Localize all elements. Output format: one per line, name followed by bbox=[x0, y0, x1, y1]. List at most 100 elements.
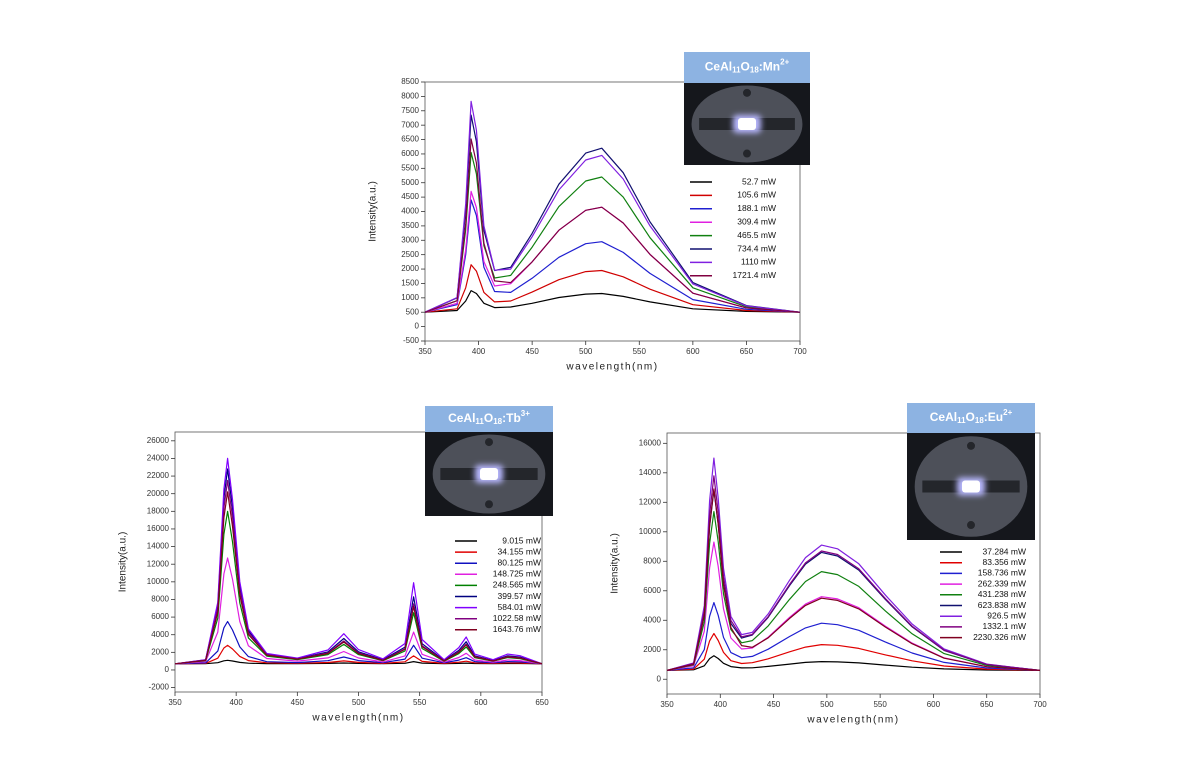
y-tick-label: 1500 bbox=[401, 279, 419, 288]
x-tick-label: 600 bbox=[474, 698, 488, 707]
series-group bbox=[667, 457, 1040, 671]
legend-label: 148.725 mW bbox=[493, 569, 541, 579]
legend-label: 1721.4 mW bbox=[733, 270, 776, 280]
sample-label-part: :Eu bbox=[984, 410, 1003, 424]
sample-label: CeAl11O18:Tb3+ bbox=[448, 409, 530, 426]
y-tick-label: 8500 bbox=[401, 77, 419, 86]
photo-hole bbox=[967, 441, 975, 450]
legend-label: 83.356 mW bbox=[983, 557, 1026, 567]
x-tick-label: 700 bbox=[793, 347, 807, 356]
sample-label: CeAl11O18:Eu2+ bbox=[930, 408, 1013, 425]
series-line bbox=[667, 488, 1040, 671]
x-tick-label: 550 bbox=[413, 698, 427, 707]
y-tick-label: 2000 bbox=[151, 647, 169, 656]
sample-label-part: 18 bbox=[750, 66, 759, 75]
y-tick-label: 26000 bbox=[147, 436, 170, 445]
x-tick-label: 500 bbox=[820, 700, 834, 709]
y-tick-label: 24000 bbox=[147, 454, 170, 463]
legend-label: 309.4 mW bbox=[737, 216, 776, 226]
legend-label: 158.736 mW bbox=[978, 568, 1026, 578]
legend-label: 1332.1 mW bbox=[983, 621, 1026, 631]
x-tick-label: 400 bbox=[472, 347, 486, 356]
x-tick-label: 450 bbox=[525, 347, 539, 356]
series-line bbox=[175, 457, 542, 665]
legend-label: 188.1 mW bbox=[737, 203, 776, 213]
series-line bbox=[667, 655, 1040, 671]
photo-hole bbox=[967, 521, 975, 530]
x-tick-label: 350 bbox=[418, 347, 432, 356]
photo-light bbox=[480, 468, 498, 480]
label-box bbox=[684, 52, 810, 83]
y-tick-label: 4000 bbox=[151, 630, 169, 639]
y-tick-label: 2000 bbox=[643, 645, 661, 654]
y-tick-label: 14000 bbox=[147, 542, 170, 551]
x-tick-label: 450 bbox=[291, 698, 305, 707]
y-tick-label: 1000 bbox=[401, 293, 419, 302]
series-line bbox=[425, 100, 800, 313]
sample-label-part: O bbox=[484, 411, 493, 425]
sample-label-part: 2+ bbox=[1003, 408, 1012, 417]
series-line bbox=[425, 138, 800, 313]
legend-label: 926.5 mW bbox=[987, 610, 1026, 620]
y-axis-label: Intensity(a.u.) bbox=[368, 181, 379, 242]
y-tick-label: 4000 bbox=[401, 207, 419, 216]
y-tick-label: 10000 bbox=[147, 577, 170, 586]
x-tick-label: 650 bbox=[980, 700, 994, 709]
series-line bbox=[425, 199, 800, 313]
y-tick-label: 500 bbox=[406, 307, 420, 316]
y-tick-label: 0 bbox=[165, 665, 170, 674]
y-tick-label: 6000 bbox=[643, 586, 661, 595]
y-tick-label: 7500 bbox=[401, 106, 419, 115]
legend-label: 34.155 mW bbox=[498, 546, 541, 556]
series-line bbox=[175, 557, 542, 665]
legend-label: 431.238 mW bbox=[978, 589, 1026, 599]
y-tick-label: -500 bbox=[403, 336, 420, 345]
y-tick-label: 22000 bbox=[147, 471, 170, 480]
legend-label: 623.838 mW bbox=[978, 600, 1026, 610]
y-tick-label: 8000 bbox=[643, 556, 661, 565]
y-tick-label: 6000 bbox=[151, 612, 169, 621]
y-tick-label: 6500 bbox=[401, 135, 419, 144]
sample-label: CeAl11O18:Mn2+ bbox=[705, 58, 790, 75]
y-tick-label: 16000 bbox=[639, 438, 662, 447]
y-tick-label: 2500 bbox=[401, 250, 419, 259]
photo-hole bbox=[743, 149, 751, 158]
y-tick-label: 8000 bbox=[151, 595, 169, 604]
x-tick-label: 400 bbox=[714, 700, 728, 709]
y-tick-label: 8000 bbox=[401, 91, 419, 100]
sample-label-part: CeAl bbox=[930, 410, 957, 424]
chart: 0 2000 4000 6000 8000 10000 12000 14000 16000 350… bbox=[610, 403, 1047, 726]
series-line bbox=[425, 290, 800, 313]
legend-label: 465.5 mW bbox=[737, 230, 776, 240]
legend-label: 37.284 mW bbox=[983, 546, 1026, 556]
x-axis-label: wavelength(nm) bbox=[806, 715, 899, 726]
legend-label: 52.7 mW bbox=[742, 176, 776, 186]
photo-hole bbox=[485, 500, 493, 509]
photo-hole bbox=[743, 88, 751, 97]
x-tick-label: 350 bbox=[660, 700, 674, 709]
series-line bbox=[667, 632, 1040, 671]
y-tick-label: 12000 bbox=[639, 497, 662, 506]
y-tick-label: 2000 bbox=[401, 264, 419, 273]
sample-label-part: O bbox=[966, 410, 975, 424]
y-tick-label: 0 bbox=[415, 322, 420, 331]
y-tick-label: 16000 bbox=[147, 524, 170, 533]
y-tick-label: 18000 bbox=[147, 506, 170, 515]
x-tick-label: 500 bbox=[352, 698, 366, 707]
x-tick-label: 600 bbox=[927, 700, 941, 709]
x-tick-label: 700 bbox=[1033, 700, 1047, 709]
sample-label-part: 18 bbox=[493, 417, 502, 426]
chart: -500 0 500 1000 1500 2000 2500 3000 3500 4000 4500… bbox=[368, 52, 810, 373]
x-tick-label: 650 bbox=[535, 698, 549, 707]
series-line bbox=[175, 620, 542, 665]
x-tick-label: 600 bbox=[686, 347, 700, 356]
photo-light bbox=[738, 118, 756, 130]
sample-label-part: CeAl bbox=[448, 411, 475, 425]
series-line bbox=[425, 114, 800, 313]
legend-label: 80.125 mW bbox=[498, 557, 541, 567]
plot-frame bbox=[666, 432, 1041, 695]
legend-label: 2230.326 mW bbox=[973, 632, 1026, 642]
legend-label: 1110 mW bbox=[741, 257, 776, 267]
x-tick-label: 450 bbox=[767, 700, 781, 709]
